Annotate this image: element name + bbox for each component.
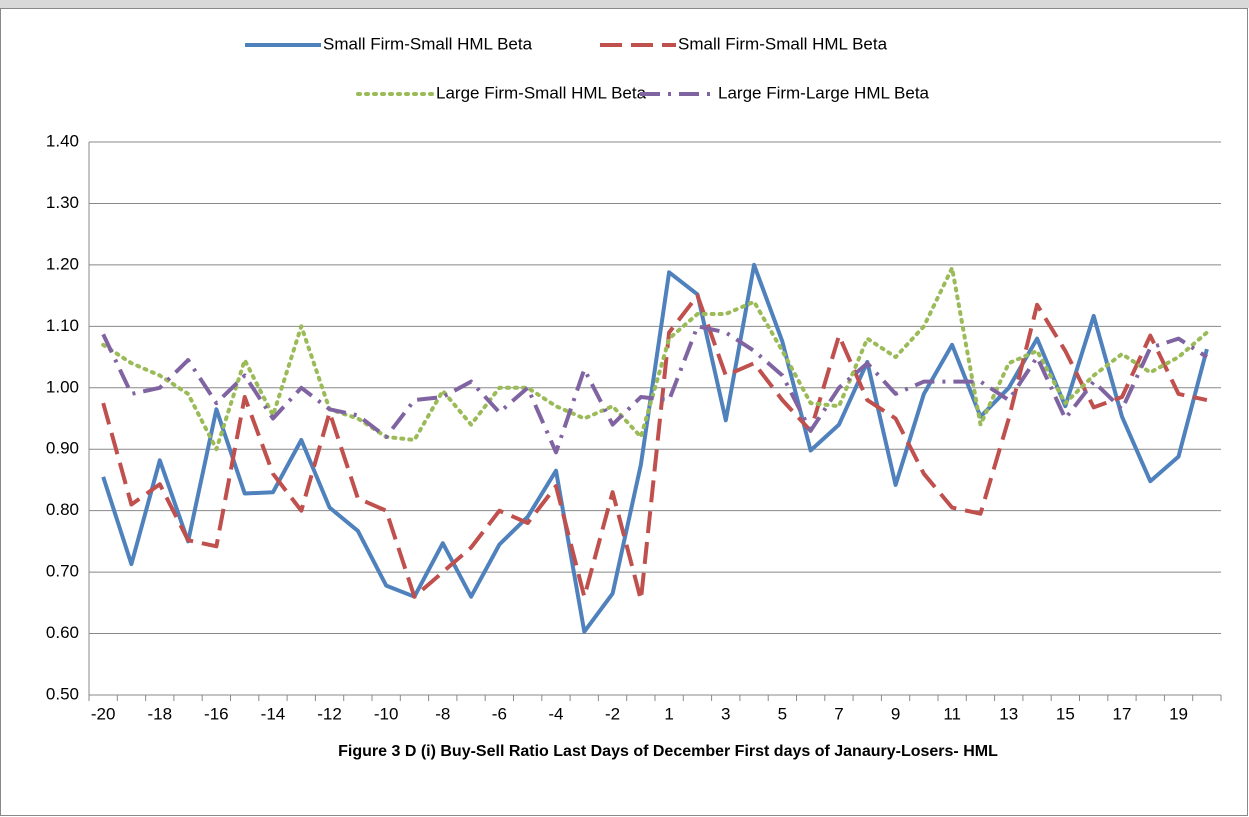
x-tick-label: -10 bbox=[374, 704, 399, 723]
x-tick-label: 17 bbox=[1112, 704, 1131, 723]
series-line bbox=[101, 266, 1209, 452]
x-tick-label: 19 bbox=[1169, 704, 1188, 723]
y-tick-label: 0.80 bbox=[46, 500, 79, 519]
y-tick-label: 1.10 bbox=[46, 316, 79, 335]
y-tick-label: 1.00 bbox=[46, 377, 79, 396]
x-tick-label: 13 bbox=[999, 704, 1018, 723]
chart-title: Figure 3 D (i) Buy-Sell Ratio Last Days … bbox=[338, 743, 998, 760]
y-tick-label: 0.60 bbox=[46, 623, 79, 642]
x-tick-label: -20 bbox=[91, 704, 116, 723]
x-tick-label: -4 bbox=[548, 704, 563, 723]
series-line bbox=[101, 324, 1208, 455]
x-tick-label: -2 bbox=[605, 704, 620, 723]
x-tick-label: -12 bbox=[317, 704, 342, 723]
chart-frame bbox=[0, 8, 1248, 816]
legend-label: Large Firm-Large HML Beta bbox=[718, 83, 930, 102]
y-tick-label: 0.50 bbox=[46, 684, 79, 703]
legend-label: Small Firm-Small HML Beta bbox=[323, 34, 533, 53]
x-tick-label: -14 bbox=[261, 704, 286, 723]
x-tick-label: 11 bbox=[943, 704, 961, 723]
x-tick-label: -8 bbox=[435, 704, 450, 723]
x-tick-label: 1 bbox=[664, 704, 673, 723]
x-tick-label: 5 bbox=[778, 704, 787, 723]
top-bar bbox=[0, 0, 1249, 8]
series-line bbox=[101, 293, 1208, 602]
y-tick-label: 0.90 bbox=[46, 439, 79, 458]
x-tick-label: 9 bbox=[891, 704, 900, 723]
x-tick-label: 7 bbox=[834, 704, 843, 723]
y-tick-label: 0.70 bbox=[46, 562, 79, 581]
legend-label: Small Firm-Small HML Beta bbox=[678, 34, 888, 53]
x-tick-label: -6 bbox=[492, 704, 507, 723]
x-tick-label: 15 bbox=[1056, 704, 1075, 723]
x-tick-label: 3 bbox=[721, 704, 730, 723]
x-tick-label: -18 bbox=[147, 704, 172, 723]
y-tick-label: 1.30 bbox=[46, 193, 79, 212]
y-tick-label: 1.20 bbox=[46, 254, 79, 273]
y-tick-label: 1.40 bbox=[46, 131, 79, 150]
x-tick-label: -16 bbox=[204, 704, 229, 723]
legend-label: Large Firm-Small HML Beta bbox=[436, 83, 647, 102]
